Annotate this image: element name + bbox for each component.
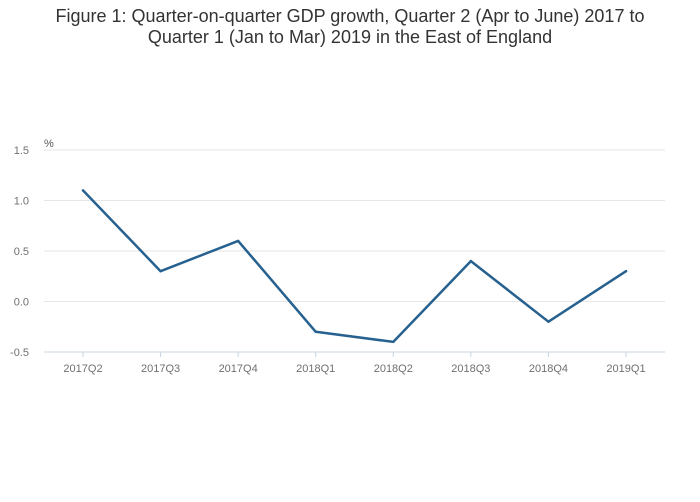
data-point-0-5 [469,259,473,263]
x-tick-label-6: 2018Q4 [529,363,568,375]
x-tick-label-5: 2018Q3 [451,363,490,375]
y-axis-unit-label: % [44,138,54,150]
x-tick-label-2: 2017Q4 [219,363,258,375]
x-tick-label-3: 2018Q1 [296,363,335,375]
chart-title-line-2: Quarter 1 (Jan to Mar) 2019 in the East … [147,27,553,47]
y-tick-label-2: 0.5 [14,246,29,258]
chart-title-line-1: Figure 1: Quarter-on-quarter GDP growth,… [55,6,645,26]
y-tick-label-1: 0.0 [14,297,29,309]
data-point-0-1 [159,270,162,273]
data-point-0-2 [236,239,240,243]
x-tick-label-4: 2018Q2 [374,363,413,375]
series-line-0 [81,189,628,344]
data-point-0-0 [81,189,85,192]
gridlines [44,149,665,302]
chart-title: Figure 1: Quarter-on-quarter GDP growth,… [0,6,700,48]
y-tick-label-3: 1.0 [14,196,29,208]
x-tick-label-1: 2017Q3 [141,363,180,375]
data-point-0-3 [314,330,317,333]
series-lines [81,189,628,344]
x-tick-label-7: 2019Q1 [606,363,645,375]
y-tick-label-0: -0.5 [10,347,29,359]
data-point-0-7 [624,270,628,273]
y-tick-labels: -0.5 0.0 0.5 1.0 1.5 [10,145,29,359]
axes [44,351,665,357]
x-tick-labels: 2017Q2 2017Q3 2017Q4 2018Q1 2018Q2 2018Q3 2018… [63,363,645,375]
data-point-0-4 [392,340,395,344]
y-tick-label-4: 1.5 [14,145,29,157]
data-point-0-6 [547,320,550,323]
x-tick-label-0: 2017Q2 [63,363,102,375]
